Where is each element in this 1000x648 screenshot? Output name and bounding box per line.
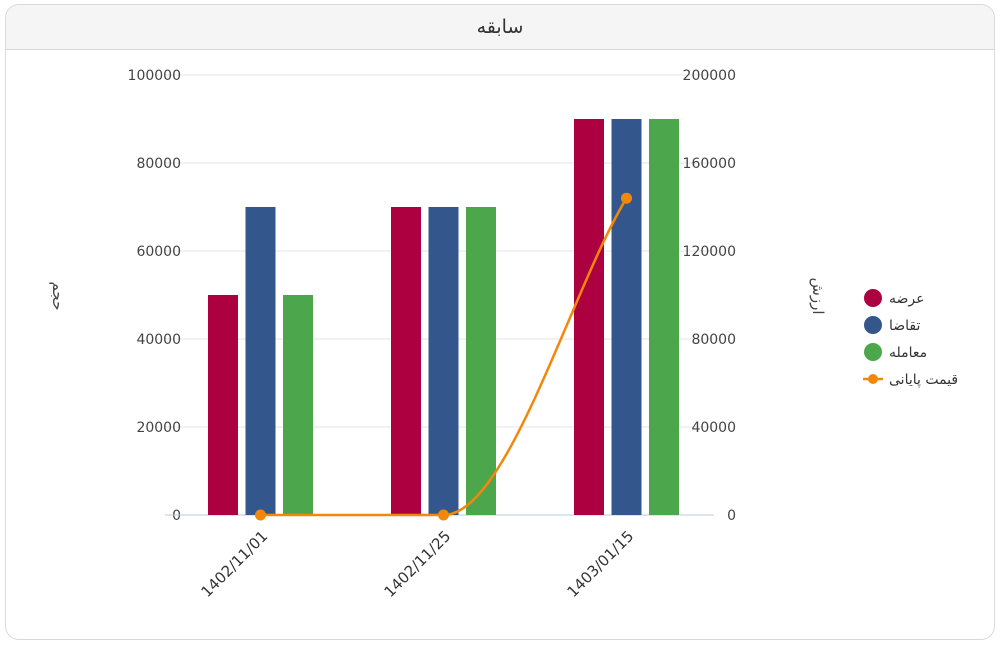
bar-offer[interactable] (574, 119, 604, 515)
left-axis-tick-label: 40000 (136, 332, 181, 348)
history-card: سابقه (5, 4, 995, 640)
left-axis-tick-label: 60000 (136, 244, 181, 260)
legend-marker-demand (864, 316, 882, 334)
legend-item-offer[interactable]: عرضه (889, 291, 924, 307)
line-final-price (260, 197, 628, 517)
left-axis-tick-label: 100000 (128, 68, 181, 84)
bar-demand[interactable] (428, 207, 459, 515)
right-axis-tick-label: 0 (727, 508, 736, 524)
bar-trade[interactable] (649, 119, 679, 515)
legend-item-final_price[interactable]: قیمت پایانی (889, 372, 958, 388)
right-axis-tick-label: 120000 (683, 244, 736, 260)
left-axis-tick-label: 80000 (136, 156, 181, 172)
right-axis-title: ارزش (809, 278, 827, 315)
x-axis-tick-label: 1402/11/01 (197, 527, 271, 601)
left-axis-tick-label: 20000 (136, 420, 181, 436)
card-header: سابقه (6, 5, 994, 50)
bar-trade[interactable] (466, 207, 496, 515)
legend-marker-final_price (868, 374, 878, 384)
left-axis-tick-label: 0 (172, 508, 181, 524)
line-point-final-price[interactable] (438, 509, 449, 521)
bar-demand[interactable] (611, 119, 642, 515)
legend-marker-trade (864, 343, 882, 361)
line-point-final-price[interactable] (621, 192, 632, 204)
bar-offer[interactable] (208, 295, 238, 515)
right-axis-tick-label: 160000 (683, 156, 736, 172)
right-axis-tick-label: 200000 (683, 68, 736, 84)
line-point-final-price[interactable] (255, 509, 266, 521)
bar-offer[interactable] (391, 207, 421, 515)
legend-item-demand[interactable]: تقاضا (889, 318, 921, 334)
x-axis-tick-label: 1403/01/15 (563, 527, 637, 601)
bar-trade[interactable] (283, 295, 313, 515)
x-axis-tick-label: 1402/11/25 (380, 527, 454, 601)
bar-demand[interactable] (245, 207, 276, 515)
card-title: سابقه (476, 16, 524, 38)
right-axis-tick-label: 80000 (691, 332, 736, 348)
right-axis-tick-label: 40000 (691, 420, 736, 436)
legend-marker-offer (864, 289, 882, 307)
legend-item-trade[interactable]: معامله (889, 345, 927, 361)
left-axis-title: حجم (49, 282, 67, 311)
